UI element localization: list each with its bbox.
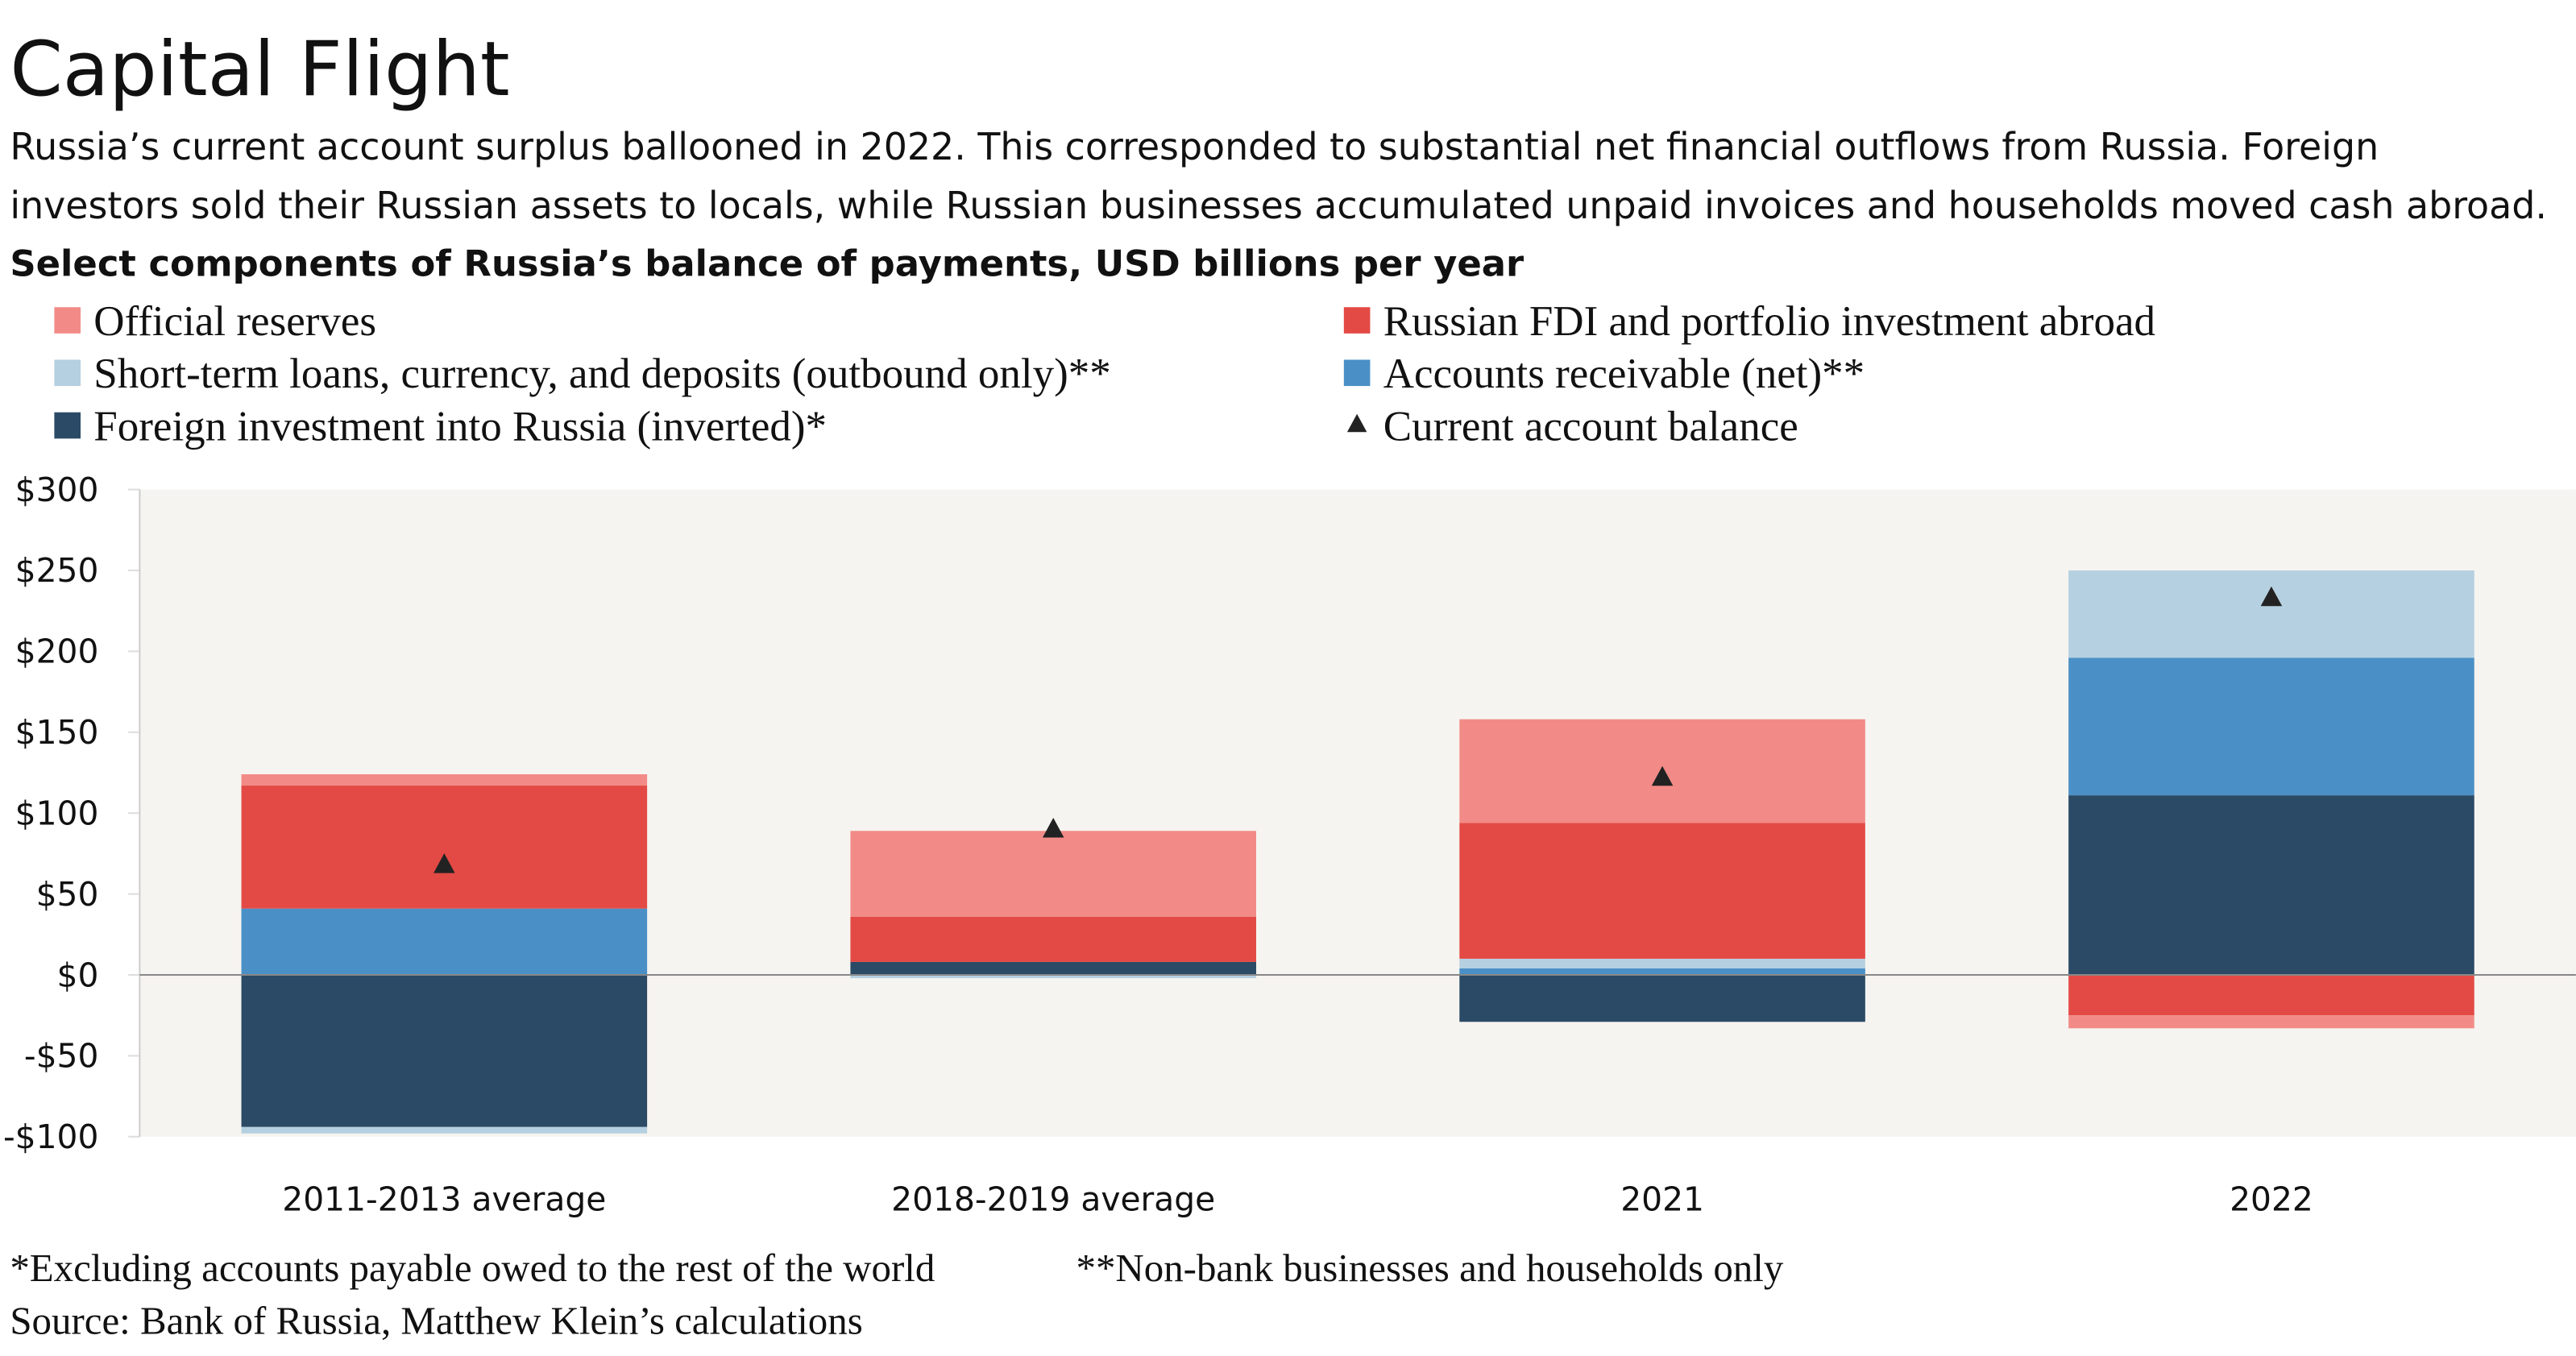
y-tick-label: -$50 — [24, 1037, 99, 1076]
y-tick-label: $0 — [57, 956, 99, 994]
bar-segment — [241, 908, 648, 976]
chart-subtitle: Select components of Russia’s balance of… — [10, 243, 1524, 285]
bar-segment — [2068, 657, 2474, 796]
bar-segment — [2068, 795, 2474, 976]
marker — [433, 853, 455, 873]
chart-title: Capital Flight — [10, 26, 509, 114]
x-tick-label: 2011-2013 average — [282, 1180, 606, 1219]
bar-segment — [850, 916, 1256, 962]
y-tick-label: $200 — [15, 632, 99, 671]
bar-segment — [850, 961, 1256, 976]
y-tick-label: $100 — [15, 794, 99, 832]
subtitle: investors sold their Russian assets to l… — [10, 184, 2547, 227]
legend-swatch — [54, 412, 81, 439]
legend-label: Official reserves — [93, 298, 376, 345]
bar-segment — [2068, 975, 2474, 1016]
y-tick-label: $250 — [15, 551, 99, 590]
bar-segment — [241, 975, 648, 1127]
bar-segment — [1459, 975, 1865, 1022]
legend-label: Russian FDI and portfolio investment abr… — [1383, 298, 2155, 345]
bar-segment — [1459, 823, 1865, 959]
x-tick-label: 2022 — [2230, 1180, 2313, 1219]
y-tick-label: -$100 — [3, 1118, 98, 1156]
legend-swatch — [54, 359, 81, 387]
y-tick-label: $50 — [36, 875, 99, 914]
y-tick-label: $150 — [15, 713, 99, 752]
legend-label: Accounts receivable (net)** — [1383, 350, 1865, 397]
legend-swatch — [1343, 307, 1371, 334]
legend-label: Short-term loans, currency, and deposits… — [93, 350, 1110, 397]
legend-swatch — [54, 307, 81, 334]
legend-swatch — [1346, 413, 1367, 433]
footnote: *Excluding accounts payable owed to the … — [10, 1246, 935, 1290]
bar-segment — [241, 1126, 648, 1134]
bar-segment — [2068, 1015, 2474, 1029]
bar-segment — [2068, 570, 2474, 658]
marker — [2260, 586, 2283, 607]
marker — [1651, 765, 1674, 786]
legend-label: Current account balance — [1383, 403, 1798, 450]
marker — [1042, 817, 1064, 838]
footnote: **Non-bank businesses and households onl… — [1076, 1246, 1783, 1290]
bar-segment — [241, 786, 648, 909]
legend-label: Foreign investment into Russia (inverted… — [93, 403, 827, 450]
bar-segment — [850, 831, 1256, 917]
x-tick-label: 2018-2019 average — [891, 1180, 1215, 1219]
bar-segment — [1459, 968, 1865, 976]
bar-segment — [850, 975, 1256, 979]
bar-segment — [1459, 958, 1865, 968]
subtitle: Russia’s current account surplus balloon… — [10, 125, 2379, 168]
legend-swatch — [1343, 359, 1371, 387]
x-tick-label: 2021 — [1620, 1180, 1704, 1219]
source: Source: Bank of Russia, Matthew Klein’s … — [10, 1298, 862, 1342]
bar-segment — [241, 773, 648, 786]
y-tick-label: $300 — [15, 471, 99, 509]
